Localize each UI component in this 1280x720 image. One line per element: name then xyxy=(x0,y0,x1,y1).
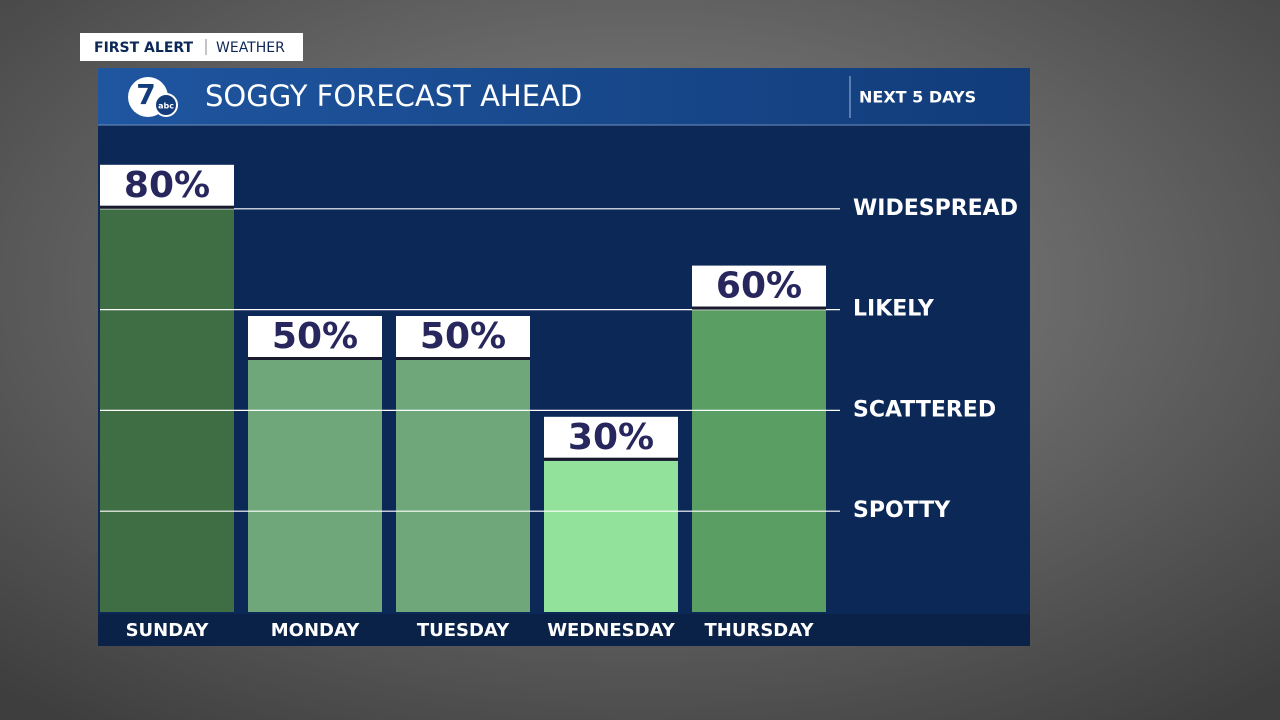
value-label-box xyxy=(100,164,234,206)
value-label: 80% xyxy=(124,165,210,206)
bar xyxy=(544,460,678,612)
category-band xyxy=(98,614,1030,646)
value-label-box xyxy=(396,316,530,357)
bar xyxy=(692,309,826,612)
x-tick-label: TUESDAY xyxy=(417,620,510,641)
value-label-underline xyxy=(692,306,826,310)
x-tick-label: WEDNESDAY xyxy=(547,620,676,641)
logo-badge xyxy=(154,93,178,117)
bar xyxy=(248,360,382,612)
value-label-box xyxy=(248,316,382,357)
x-tick-label: THURSDAY xyxy=(705,620,815,641)
brand-first: FIRST ALERT xyxy=(94,40,194,56)
logo-network: abc xyxy=(158,102,174,111)
brand-second: WEATHER xyxy=(216,40,285,56)
chart-subtitle: NEXT 5 DAYS xyxy=(859,88,976,107)
x-tick-label: MONDAY xyxy=(271,620,360,641)
value-label: 50% xyxy=(420,316,506,357)
value-label-underline xyxy=(248,357,382,360)
value-label: 30% xyxy=(568,417,654,458)
value-label: 60% xyxy=(716,266,802,307)
chart-title: SOGGY FORECAST AHEAD xyxy=(205,79,582,113)
value-label-box xyxy=(544,416,678,458)
header-band xyxy=(98,68,1030,125)
value-label-underline xyxy=(100,205,234,209)
logo-number: 7 xyxy=(136,78,155,111)
y-tick-label: WIDESPREAD xyxy=(853,196,1018,221)
value-label-underline xyxy=(396,357,530,360)
value-label-box xyxy=(692,265,826,307)
value-label-underline xyxy=(544,457,678,461)
brand-tag xyxy=(80,33,303,61)
x-tick-label: SUNDAY xyxy=(126,620,210,641)
y-tick-label: LIKELY xyxy=(853,297,935,322)
bar xyxy=(396,360,530,612)
y-tick-label: SCATTERED xyxy=(853,397,996,422)
y-tick-label: SPOTTY xyxy=(853,498,951,523)
value-label: 50% xyxy=(272,316,358,357)
